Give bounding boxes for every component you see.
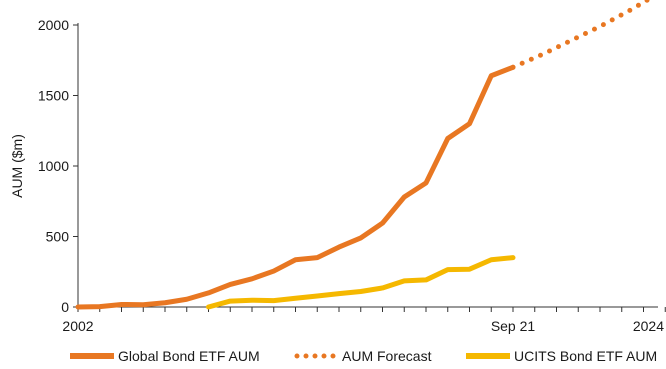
y-tick-label: 1000: [38, 158, 69, 174]
x-axis: 2002 Sep 21 2024: [62, 306, 666, 334]
legend-item-ucits-bond-etf-aum: UCITS Bond ETF AUM: [466, 346, 657, 366]
series-layer: [75, 0, 653, 310]
legend-item-global-bond-etf-aum: Global Bond ETF AUM: [70, 346, 260, 366]
y-tick-label: 2000: [38, 17, 69, 33]
y-axis: 0 500 1000 1500 2000: [38, 17, 79, 315]
series-line-aum-forecast: [510, 0, 653, 70]
series-line-global-bond-etf-aum: [75, 64, 516, 310]
x-tick-label: 2002: [62, 318, 93, 334]
legend-label-ucits: UCITS Bond ETF AUM: [514, 348, 658, 364]
legend-swatch-global: [70, 353, 114, 359]
x-tick-label: Sep 21: [491, 318, 536, 334]
legend: Global Bond ETF AUM AUM Forecast UCITS B…: [70, 346, 666, 368]
legend-swatch-forecast: [294, 353, 338, 359]
y-tick-label: 0: [61, 299, 69, 315]
legend-swatch-ucits: [466, 353, 510, 359]
series-line-ucits-bond-etf-aum: [206, 255, 516, 310]
y-tick-label: 1500: [38, 88, 69, 104]
y-axis-label: AUM ($m): [9, 134, 25, 198]
y-tick-label: 500: [46, 229, 70, 245]
legend-item-aum-forecast: AUM Forecast: [294, 346, 431, 366]
legend-label-global: Global Bond ETF AUM: [118, 348, 260, 364]
x-tick-label: 2024: [633, 318, 664, 334]
legend-label-forecast: AUM Forecast: [342, 348, 432, 364]
